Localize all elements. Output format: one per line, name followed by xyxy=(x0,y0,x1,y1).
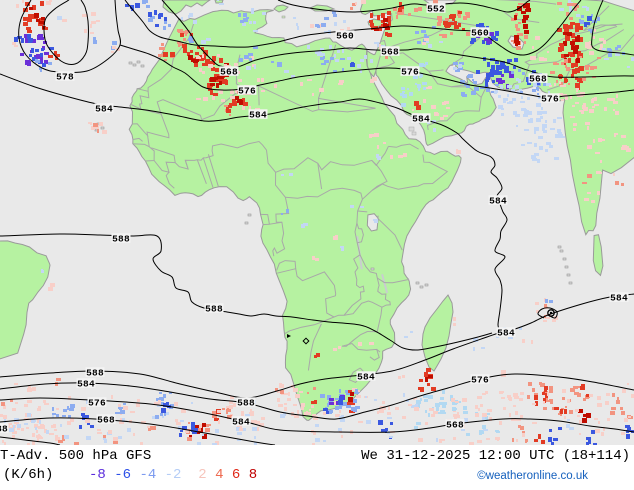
svg-text:584: 584 xyxy=(95,103,113,114)
svg-text:584: 584 xyxy=(77,378,95,389)
svg-text:588: 588 xyxy=(86,367,104,378)
svg-text:584: 584 xyxy=(232,416,250,427)
svg-text:584: 584 xyxy=(610,292,628,303)
svg-text:560: 560 xyxy=(471,27,489,38)
svg-text:578: 578 xyxy=(56,71,74,82)
svg-text:588: 588 xyxy=(112,233,130,244)
svg-text:584: 584 xyxy=(249,109,267,120)
svg-text:584: 584 xyxy=(357,371,375,382)
svg-text:576: 576 xyxy=(401,66,419,77)
svg-text:576: 576 xyxy=(88,397,106,408)
svg-text:568: 568 xyxy=(446,419,464,430)
svg-text:584: 584 xyxy=(497,327,515,338)
svg-text:588: 588 xyxy=(205,303,223,314)
svg-text:560: 560 xyxy=(336,30,354,41)
svg-text:576: 576 xyxy=(471,374,489,385)
svg-text:588: 588 xyxy=(237,397,255,408)
svg-text:568: 568 xyxy=(97,414,115,425)
svg-text:568: 568 xyxy=(381,46,399,57)
svg-text:576: 576 xyxy=(541,93,559,104)
svg-text:88: 88 xyxy=(0,423,8,434)
svg-text:584: 584 xyxy=(489,195,507,206)
svg-text:584: 584 xyxy=(412,113,430,124)
svg-text:576: 576 xyxy=(238,85,256,96)
svg-text:568: 568 xyxy=(220,66,238,77)
svg-text:568: 568 xyxy=(529,73,547,84)
svg-text:552: 552 xyxy=(427,3,445,14)
